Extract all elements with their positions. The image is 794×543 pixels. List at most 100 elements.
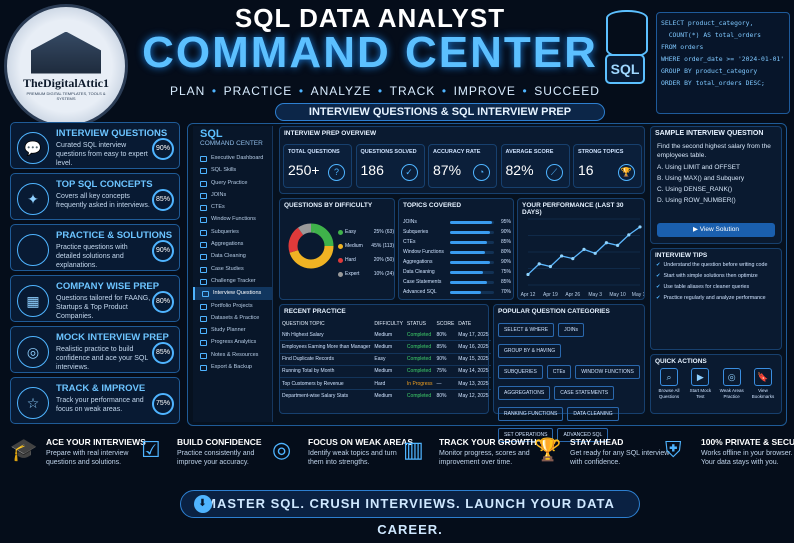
category-tag[interactable]: WINDOW FUNCTIONS [575,365,640,379]
quick-action-button[interactable]: ⌕ Browse All Questions [655,368,683,399]
sidebar-item[interactable]: Portfolio Projects [193,300,272,312]
table-cell: Completed [404,389,435,402]
table-cell: Top Customers by Revenue [280,376,373,390]
tip-text: Understand the question before writing c… [663,262,768,268]
answer-option[interactable]: D. Using ROW_NUMBER() [657,197,736,204]
table-cell: Medium [374,331,393,338]
answer-option[interactable]: B. Using MAX() and Subquery [657,175,745,182]
table-header: DATE [458,320,472,327]
feature-percent: 90% [152,240,174,262]
topic-row: Window Functions 80% [403,247,511,257]
topics-panel: TOPICS COVERED JOINs 95% Subqueries 90% … [398,198,514,300]
topic-label: Aggregations [403,259,433,265]
table-row[interactable]: Nth Highest Salary Medium Completed 80% May … [280,329,491,341]
feature-card[interactable]: 💬 INTERVIEW QUESTIONS Curated SQL interv… [10,122,180,169]
feature-card[interactable]: ✦ TOP SQL CONCEPTS Covers all key concep… [10,173,180,220]
category-tag[interactable]: SELECT & WHERE [498,323,555,337]
table-row[interactable]: Find Duplicate Records Easy Completed 90% Ma… [280,352,491,366]
tagline-word: PLAN [170,84,206,98]
difficulty-legend-item: Easy 25% (63) [338,225,394,239]
quick-action-label: Start Mock Test [689,388,712,399]
category-tag[interactable]: CASE STATEMENTS [554,386,615,400]
difficulty-label: Expert [345,271,360,277]
benefit-title: ACE YOUR INTERVIEWS [46,437,146,447]
trophy-icon: 🏆 [534,437,562,462]
donut-slice [288,223,334,269]
benefit-item: 🏆 STAY AHEAD Get ready for any SQL inter… [534,435,669,485]
difficulty-title: QUESTIONS BY DIFFICULTY [284,202,373,209]
stat-label: AVERAGE SCORE [505,149,554,155]
sidebar-item[interactable]: Executive Dashboard [193,152,272,164]
sidebar-item[interactable]: Challenge Tracker [193,275,272,287]
sidebar-item[interactable]: Query Practice [193,177,272,189]
quick-action-button[interactable]: 🔖 View Bookmarks [749,368,777,399]
category-tag[interactable]: SUBQUERIES [498,365,543,379]
donut-slice [288,223,334,269]
trend-icon: ⟋ [545,164,563,181]
sidebar-item[interactable]: Case Studies [193,263,272,275]
categories-panel: POPULAR QUESTION CATEGORIES SELECT & WHE… [493,304,645,442]
sidebar-item[interactable]: Subqueries [193,226,272,238]
check-circle-icon: ✔ [656,262,661,268]
category-tag[interactable]: DATA CLEANING [567,407,619,421]
table-cell: Nth Highest Salary [282,331,324,338]
recent-practice-table: QUESTION TOPIC DIFFICULTY STATUS SCORE DATE … [280,318,491,402]
table-cell: Department-wise Salary Stats [280,389,373,402]
x-tick-label: Apr 19 [543,292,558,298]
sidebar-item[interactable]: CTEs [193,201,272,213]
table-cell: Completed [404,364,435,378]
feature-card[interactable]: ▦ COMPANY WISE PREP Questions tailored f… [10,275,180,322]
sidebar-item[interactable]: Interview Questions [193,287,272,300]
topic-pct: 80% [500,249,511,255]
topic-label: Case Statements [403,279,442,285]
view-solution-label: View Solution [699,226,740,233]
overview-title: INTERVIEW PREP OVERVIEW [284,130,377,137]
category-tag[interactable]: RANKING FUNCTIONS [498,407,564,421]
house-logo-icon [31,31,101,74]
category-tag[interactable]: CTEs [546,365,572,379]
table-row[interactable]: Employees Earning More than Manager Mediu… [280,340,491,354]
sidebar-item[interactable]: Study Planner [193,324,272,336]
stat-value: 87% [433,162,462,178]
quick-action-button[interactable]: ▶ Start Mock Test [686,368,714,399]
data-point [638,225,642,229]
feature-title: TOP SQL CONCEPTS [56,179,153,190]
feature-card[interactable]: ◎ MOCK INTERVIEW PREP Realistic practice… [10,326,180,373]
sidebar-item[interactable]: Window Functions [193,213,272,225]
stat-value: 250+ [288,162,320,178]
sidebar-item[interactable]: Aggregations [193,238,272,250]
sidebar-item[interactable]: Data Cleaning [193,250,272,262]
performance-chart: Apr 12 Apr 19 Apr 26 May 3 May 10 May 17 [521,218,644,298]
performance-panel: YOUR PERFORMANCE (LAST 30 DAYS) Apr 12 Ap… [517,198,645,300]
sidebar-item[interactable]: Notes & Resources [193,349,272,361]
category-tag[interactable]: ADVANCED SQL [557,428,609,442]
category-tag[interactable]: GROUP BY & HAVING [498,344,562,358]
category-tag[interactable]: JOINs [558,323,584,337]
clipboard-check-icon: ☑ [141,437,161,462]
table-row[interactable]: Running Total by Month Medium Completed 75%… [280,364,491,378]
feature-title: TRACK & IMPROVE [56,383,146,394]
table-row[interactable]: Top Customers by Revenue Hard In Progress —… [280,376,491,390]
table-header: SCORE [436,320,455,327]
topic-row: Data Cleaning 75% [403,267,511,277]
feature-percent: 85% [152,189,174,211]
answer-option[interactable]: A. Using LIMIT and OFFSET [657,164,740,171]
table-row[interactable]: Department-wise Salary Stats Medium Comple… [280,389,491,402]
table-cell: 75% [434,364,457,378]
benefit-item: ◎ FOCUS ON WEAK AREAS Identify weak topi… [272,435,413,485]
category-tag[interactable]: SET OPERATIONS [498,428,554,442]
sidebar-item[interactable]: Datasets & Practice [193,312,272,324]
view-solution-button[interactable]: ▶ View Solution [657,223,775,237]
sidebar-item[interactable]: JOINs [193,189,272,201]
answer-option[interactable]: C. Using DENSE_RANK() [657,186,733,193]
sidebar-item[interactable]: SQL Skills [193,164,272,176]
sidebar-item[interactable]: Progress Analytics [193,336,272,348]
table-cell: 90% [434,352,457,366]
category-tag[interactable]: AGGREGATIONS [498,386,551,400]
sample-question-text: Find the second highest salary from the … [657,143,771,159]
feature-card[interactable]: ☆ TRACK & IMPROVE Track your performance… [10,377,180,424]
table-cell: 80% [434,389,457,402]
feature-card[interactable]: PRACTICE & SOLUTIONS Practice questions … [10,224,180,271]
quick-action-button[interactable]: ◎ Weak Areas Practice [718,368,746,399]
sidebar-item[interactable]: Export & Backup [193,361,272,373]
